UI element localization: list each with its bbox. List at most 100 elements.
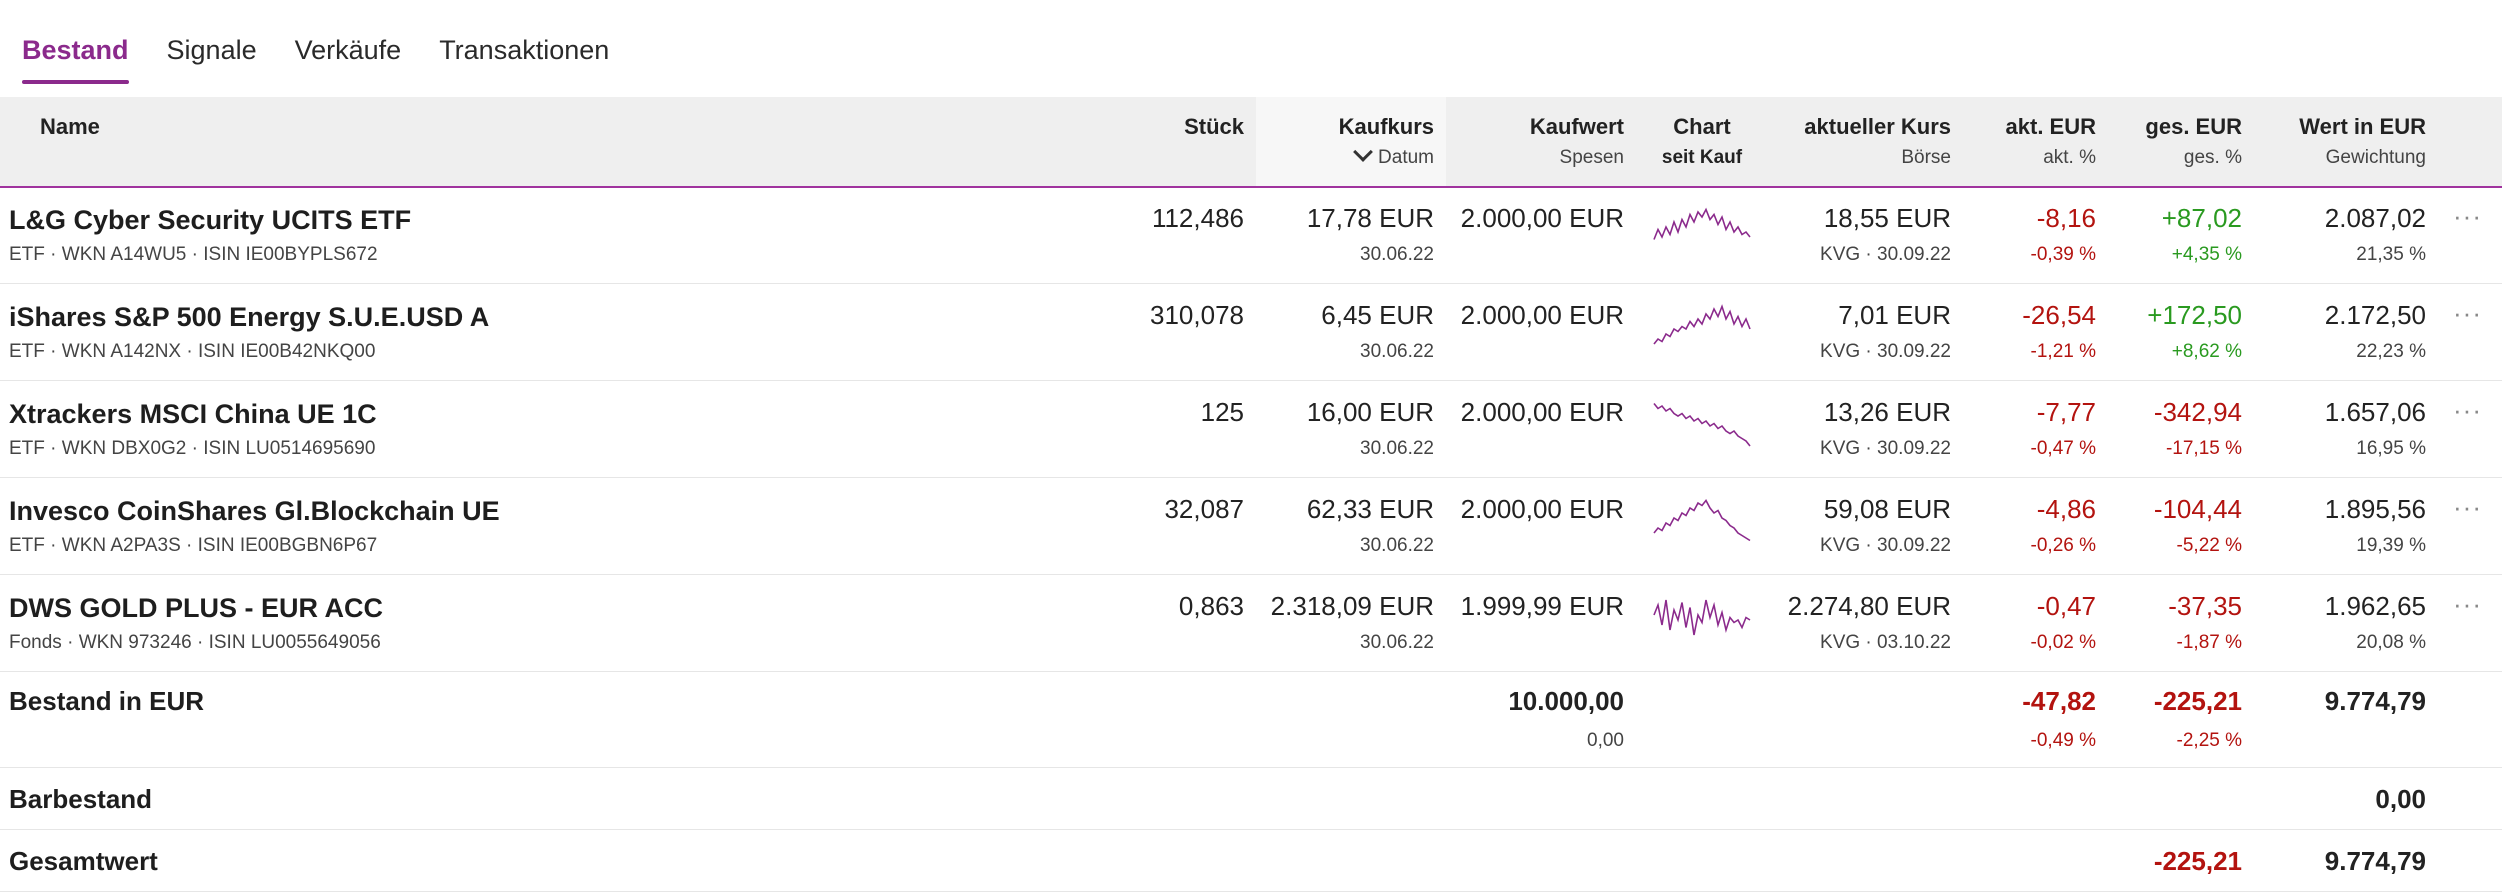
tab-bestand[interactable]: Bestand <box>22 28 129 84</box>
header-seit-kauf: seit Kauf <box>1661 147 1743 168</box>
header-ges-pct: ges. % <box>2183 147 2242 168</box>
tab-transaktionen[interactable]: Transaktionen <box>439 35 610 65</box>
position-wert: 2.087,02 <box>2324 203 2426 233</box>
position-meta: ETF · WKN A2PA3S · ISIN IE00BGBN6P67 <box>9 535 378 556</box>
position-wert: 2.172,50 <box>2324 300 2426 330</box>
position-kurs: 7,01 EUR <box>1838 300 1951 330</box>
sparkline-chart[interactable] <box>1652 395 1752 455</box>
header-wert[interactable]: Wert in EUR <box>2299 114 2426 139</box>
position-meta: ETF · WKN A142NX · ISIN IE00B42NKQ00 <box>9 341 376 362</box>
position-boerse: KVG · 30.09.22 <box>1820 244 1951 265</box>
position-kaufkurs: 2.318,09 EUR <box>1270 591 1434 621</box>
header-spesen: Spesen <box>1559 147 1624 168</box>
gesamt-ges-eur: -225,21 <box>2153 846 2242 876</box>
summary-akt-pct: -0,49 % <box>2030 730 2096 751</box>
position-stueck: 125 <box>1200 397 1244 427</box>
position-ges-pct: -1,87 % <box>2176 632 2242 653</box>
position-kurs: 18,55 EUR <box>1823 203 1951 233</box>
position-boerse: KVG · 30.09.22 <box>1820 438 1951 459</box>
position-kurs: 59,08 EUR <box>1823 494 1951 524</box>
position-name[interactable]: DWS GOLD PLUS - EUR ACC <box>9 593 383 623</box>
position-meta: ETF · WKN DBX0G2 · ISIN LU0514695690 <box>9 438 376 459</box>
position-ges-pct: -5,22 % <box>2176 535 2242 556</box>
summary-spesen: 0,00 <box>1587 730 1624 751</box>
position-meta: ETF · WKN A14WU5 · ISIN IE00BYPLS672 <box>9 244 378 265</box>
header-name[interactable]: Name <box>40 114 100 139</box>
more-options-icon[interactable]: ··· <box>2453 298 2482 328</box>
table-header: Name Stück Kaufkurs Datum Kaufwert Spese… <box>0 97 2502 188</box>
sparkline-path <box>1653 304 1751 345</box>
position-ges-eur: -37,35 <box>2168 591 2242 621</box>
position-kaufwert: 2.000,00 EUR <box>1460 397 1624 427</box>
sparkline-path <box>1653 599 1751 636</box>
table-row[interactable]: Xtrackers MSCI China UE 1C ETF · WKN DBX… <box>0 381 2502 478</box>
position-datum: 30.06.22 <box>1360 632 1434 653</box>
position-name[interactable]: iShares S&P 500 Energy S.U.E.USD A <box>9 302 490 332</box>
position-gewichtung: 16,95 % <box>2356 438 2426 459</box>
header-datum[interactable]: Datum <box>1353 142 1434 169</box>
position-kurs: 2.274,80 EUR <box>1787 591 1951 621</box>
position-akt-eur: -4,86 <box>2036 494 2096 524</box>
position-gewichtung: 19,39 % <box>2356 535 2426 556</box>
sparkline-chart[interactable] <box>1652 492 1752 552</box>
position-name[interactable]: Xtrackers MSCI China UE 1C <box>9 399 377 429</box>
header-ges-eur[interactable]: ges. EUR <box>2145 114 2242 139</box>
barbestand-label: Barbestand <box>9 784 153 814</box>
position-gewichtung: 21,35 % <box>2356 244 2426 265</box>
position-ges-pct: +8,62 % <box>2171 341 2242 362</box>
sparkline-path <box>1653 403 1751 447</box>
header-kaufwert[interactable]: Kaufwert <box>1529 114 1624 139</box>
position-datum: 30.06.22 <box>1360 535 1434 556</box>
position-name[interactable]: Invesco CoinShares Gl.Blockchain UE <box>9 496 500 526</box>
header-kaufkurs[interactable]: Kaufkurs <box>1338 114 1434 139</box>
position-boerse: KVG · 03.10.22 <box>1820 632 1951 653</box>
position-kaufkurs: 16,00 EUR <box>1306 397 1434 427</box>
position-wert: 1.895,56 <box>2324 494 2426 524</box>
position-akt-pct: -0,47 % <box>2030 438 2096 459</box>
summary-akt-eur: -47,82 <box>2022 686 2096 716</box>
position-name[interactable]: L&G Cyber Security UCITS ETF <box>9 205 412 235</box>
header-stueck[interactable]: Stück <box>1184 114 1244 139</box>
position-stueck: 32,087 <box>1164 494 1244 524</box>
more-options-icon[interactable]: ··· <box>2453 395 2482 425</box>
position-kaufkurs: 6,45 EUR <box>1321 300 1434 330</box>
position-stueck: 112,486 <box>1151 203 1244 233</box>
sparkline-chart[interactable] <box>1652 589 1752 649</box>
more-options-icon[interactable]: ··· <box>2453 492 2482 522</box>
position-ges-eur: -342,94 <box>2153 397 2242 427</box>
header-akt-eur[interactable]: akt. EUR <box>2005 114 2096 139</box>
position-datum: 30.06.22 <box>1360 341 1434 362</box>
table-row[interactable]: Invesco CoinShares Gl.Blockchain UE ETF … <box>0 478 2502 575</box>
summary-wert: 9.774,79 <box>2324 686 2426 716</box>
position-akt-pct: -0,39 % <box>2030 244 2096 265</box>
summary-ges-eur: -225,21 <box>2153 686 2242 716</box>
tab-bar: Bestand Signale Verkäufe Transaktionen <box>22 28 610 84</box>
table-row[interactable]: iShares S&P 500 Energy S.U.E.USD A ETF ·… <box>0 284 2502 381</box>
position-kurs: 13,26 EUR <box>1823 397 1951 427</box>
sparkline-chart[interactable] <box>1652 201 1752 261</box>
position-ges-pct: -17,15 % <box>2165 438 2242 459</box>
gesamtwert-label: Gesamtwert <box>9 846 158 876</box>
position-akt-eur: -0,47 <box>2036 591 2096 621</box>
tab-verkaeufe[interactable]: Verkäufe <box>294 35 402 65</box>
more-options-icon[interactable]: ··· <box>2453 589 2482 619</box>
position-datum: 30.06.22 <box>1360 438 1434 459</box>
summary-bestand-label: Bestand in EUR <box>9 686 205 716</box>
sorted-column-shade <box>1256 97 1446 186</box>
summary-kaufwert: 10.000,00 <box>1508 686 1624 716</box>
summary-ges-pct: -2,25 % <box>2176 730 2242 751</box>
sparkline-chart[interactable] <box>1652 298 1752 358</box>
summary-gesamt-row: Gesamtwert -225,21 9.774,79 <box>0 830 2502 892</box>
tab-signale[interactable]: Signale <box>166 35 257 65</box>
position-akt-pct: -1,21 % <box>2030 341 2096 362</box>
more-options-icon[interactable]: ··· <box>2453 201 2482 231</box>
position-kaufwert: 2.000,00 EUR <box>1460 300 1624 330</box>
sparkline-path <box>1653 207 1751 240</box>
header-aktueller-kurs[interactable]: aktueller Kurs <box>1804 114 1951 139</box>
summary-bestand-row: Bestand in EUR 10.000,00 0,00 -47,82 -0,… <box>0 670 2502 768</box>
position-wert: 1.657,06 <box>2324 397 2426 427</box>
table-row[interactable]: DWS GOLD PLUS - EUR ACC Fonds · WKN 9732… <box>0 575 2502 672</box>
gesamt-wert: 9.774,79 <box>2324 846 2426 876</box>
table-row[interactable]: L&G Cyber Security UCITS ETF ETF · WKN A… <box>0 187 2502 284</box>
summary-barbestand-row: Barbestand 0,00 <box>0 768 2502 830</box>
